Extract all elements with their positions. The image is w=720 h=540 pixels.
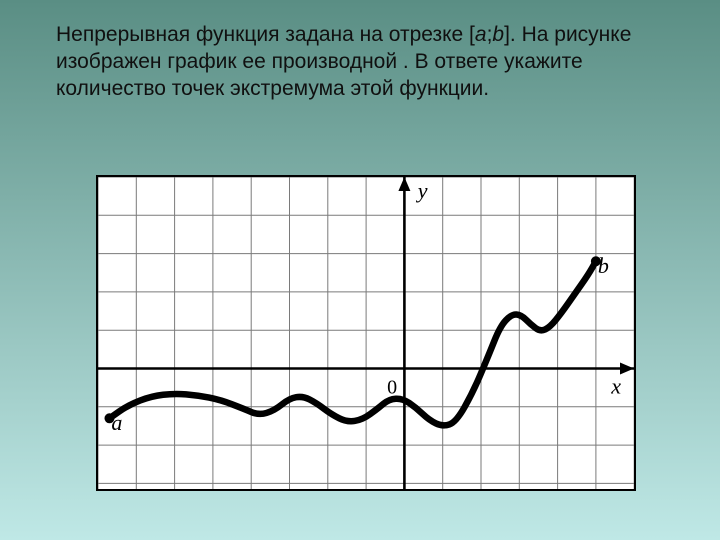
derivative-curve	[109, 261, 595, 425]
label-o: 0	[387, 376, 397, 398]
label-x: x	[610, 373, 621, 398]
label-b: b	[598, 253, 609, 278]
label-y: y	[416, 178, 428, 203]
chart-container: y x 0 a b	[96, 175, 636, 491]
label-a: a	[111, 410, 122, 435]
derivative-chart: y x 0 a b	[98, 177, 634, 489]
problem-text: Непрерывная функция задана на отрезке [a…	[56, 22, 664, 103]
slide-root: { "background": { "gradient_from": "#5a8…	[0, 0, 720, 540]
